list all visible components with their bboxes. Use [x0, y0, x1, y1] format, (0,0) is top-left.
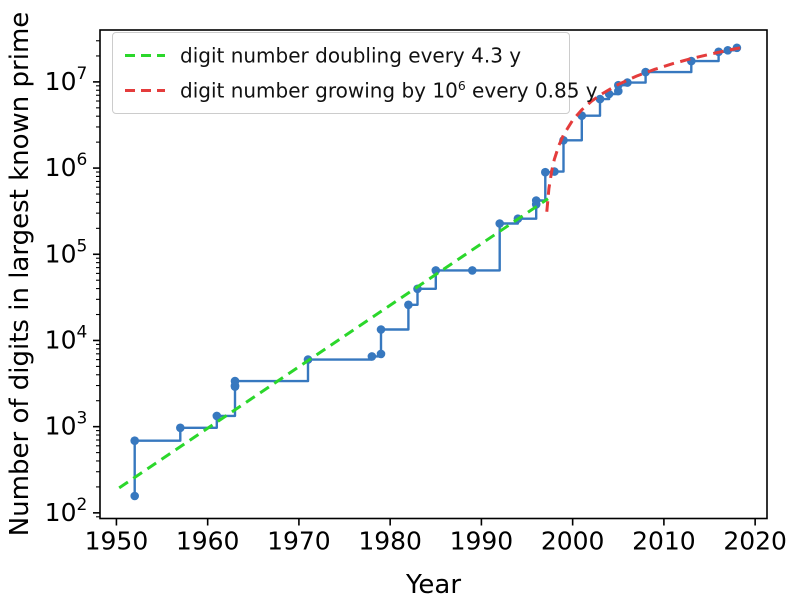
- data-point: [531, 196, 541, 205]
- legend-label-growing-text: digit number growing by 10: [180, 78, 458, 103]
- x-tick-label: 2020: [723, 527, 787, 556]
- legend-label-growing-sup: 6: [457, 78, 466, 94]
- legend-item-doubling: digit number doubling every 4.3 y: [125, 42, 557, 69]
- x-tick-label: 1950: [85, 527, 149, 556]
- x-tick-label: 1990: [450, 527, 514, 556]
- y-tick-label: 106: [45, 150, 88, 182]
- legend-label-growing: digit number growing by 106 every 0.85 y: [180, 78, 598, 103]
- y-tick-label: 102: [45, 495, 88, 527]
- legend-label-doubling: digit number doubling every 4.3 y: [180, 45, 521, 66]
- data-point: [176, 423, 185, 433]
- y-tick-label: 103: [45, 409, 88, 441]
- x-tick-label: 2010: [632, 527, 696, 556]
- data-point: [130, 436, 139, 446]
- data-point: [230, 376, 240, 386]
- legend-label-growing-post: every 0.85 y: [465, 78, 598, 103]
- trend-line-doubling: [118, 197, 549, 490]
- x-tick-label: 1960: [176, 527, 240, 556]
- data-point: [614, 86, 623, 96]
- y-tick-label: 104: [45, 322, 88, 354]
- y-tick-label: 105: [45, 236, 88, 268]
- data-point: [595, 94, 605, 104]
- records-step-line: [133, 47, 739, 496]
- data-point: [404, 300, 413, 310]
- data-point: [130, 491, 139, 501]
- plot-frame: [99, 29, 768, 520]
- data-point: [431, 266, 441, 275]
- data-point: [468, 266, 477, 275]
- data-point: [212, 411, 222, 421]
- legend-label-doubling-text: digit number doubling every 4.3 y: [180, 43, 522, 68]
- x-tick-label: 1970: [267, 527, 331, 556]
- x-tick-label: 2000: [541, 527, 605, 556]
- data-point: [376, 325, 386, 334]
- red-dashed-line-swatch: [125, 89, 165, 92]
- data-point: [723, 46, 733, 55]
- legend-item-growing: digit number growing by 106 every 0.85 y: [125, 77, 598, 104]
- data-point: [367, 352, 377, 361]
- trend-line-linear-growth: [545, 46, 741, 212]
- data-point: [541, 167, 550, 177]
- x-axis-label: Year: [405, 570, 461, 600]
- x-tick-label: 1980: [358, 527, 422, 556]
- data-point: [376, 349, 386, 359]
- chart-legend: digit number doubling every 4.3 y digit …: [112, 32, 598, 114]
- green-dashed-line-swatch: [125, 54, 165, 57]
- y-axis-label: Number of digits in largest known prime: [5, 12, 35, 537]
- data-point: [641, 67, 650, 77]
- data-point: [495, 219, 505, 228]
- y-tick-label: 107: [45, 64, 88, 96]
